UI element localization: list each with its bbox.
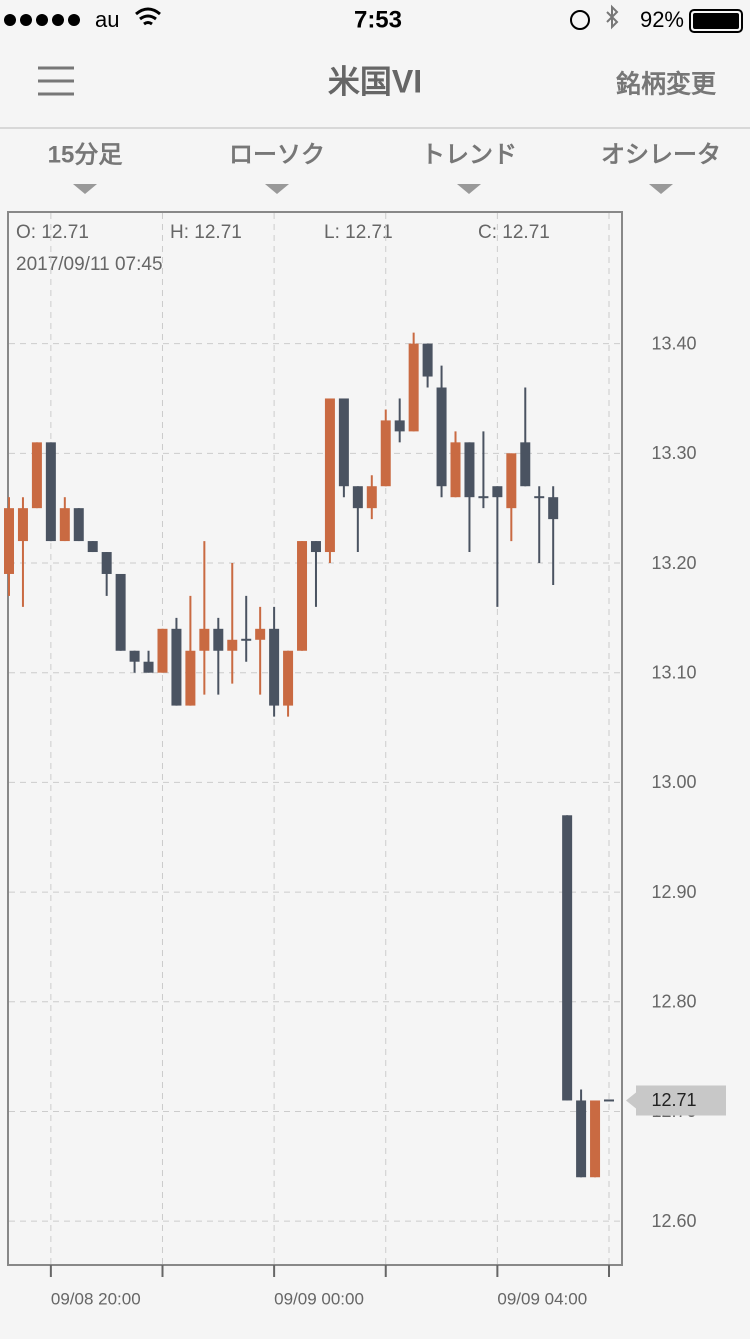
battery-fill [693,13,739,29]
candle-body [213,628,224,651]
y-tick-label: 13.00 [651,772,696,792]
tab-dropdown-arrow [649,184,673,194]
candle-body [143,661,154,673]
tab-dropdown-arrow [457,184,481,194]
candle-body [101,552,112,574]
candle-body [59,508,70,542]
candle-body [506,453,517,509]
candle-body [492,486,503,498]
tab-dropdown-arrow [73,184,97,194]
candle-body [283,650,294,706]
y-tick-label: 13.20 [651,553,696,573]
wifi-icon [135,7,161,26]
candle-body [576,1100,587,1178]
y-tick-label: 12.80 [651,992,696,1012]
candle-body [17,508,28,542]
candle-body [338,398,349,487]
candle-body [590,1100,601,1178]
ohlc-low: L: 12.71 [324,222,393,243]
candle-body [422,343,433,377]
candle-body [464,442,475,498]
candle-body [269,628,280,706]
battery-icon [689,9,743,33]
battery-level: 92% [640,7,684,32]
y-tick-label: 12.60 [651,1211,696,1231]
bluetooth-icon [606,4,619,30]
candle-body [73,508,84,542]
candle-body [324,398,335,553]
ohlc-close: C: 12.71 [478,222,550,243]
candle-body [408,343,419,432]
ohlc-datetime: 2017/09/11 07:45 [16,254,163,275]
candle-body [45,442,56,542]
change-symbol-button[interactable]: 銘柄変更 [616,70,717,99]
candle-body [199,628,210,651]
candle-body [171,628,182,706]
candle-body [366,486,377,509]
ohlc-open: O: 12.71 [16,222,89,243]
carrier: au [95,7,119,32]
signal [4,14,80,26]
tab-label[interactable]: オシレータ [601,141,721,168]
candle-body [478,496,489,499]
candle-body [297,541,308,651]
candle-body [157,628,168,673]
y-tick-label: 13.40 [651,333,696,353]
tab-label[interactable]: トレンド [421,141,517,168]
candle-body [255,628,266,640]
candle-body [115,573,126,651]
candle-body [227,639,238,651]
x-tick-label: 09/09 00:00 [274,1289,364,1308]
candle-body [520,442,531,487]
candle-body [241,638,252,641]
candle-body [185,650,196,706]
x-tick-label: 09/08 20:00 [51,1289,141,1308]
candle-body [450,442,461,498]
tab-label[interactable]: 15分足 [48,141,123,168]
current-price-label: 12.71 [651,1090,696,1110]
y-tick-label: 12.90 [651,882,696,902]
candle-body [548,497,559,520]
menu-button[interactable] [38,66,74,96]
candle-body [394,420,405,432]
candle-body [87,541,98,553]
y-tick-label: 13.30 [651,443,696,463]
candle-body [31,442,42,509]
lock-icon [570,10,590,30]
candle-body [4,508,14,574]
chart-frame [7,211,623,1266]
y-tick-label: 13.10 [651,662,696,682]
current-price-marker [626,1085,726,1116]
candle-body [129,650,140,662]
tab-dropdown-arrow [265,184,289,194]
candle-body [604,1099,614,1102]
candle-body [310,541,321,553]
candle-body [380,420,391,487]
candle-body [562,815,573,1101]
tab-label[interactable]: ローソク [229,141,325,168]
clock: 7:53 [354,6,402,33]
x-tick-label: 09/09 04:00 [497,1289,587,1308]
page-title: 米国VI [328,63,422,99]
candle-body [534,496,545,499]
candle-body [352,486,363,509]
candle-body [436,387,447,487]
ohlc-high: H: 12.71 [170,222,242,243]
